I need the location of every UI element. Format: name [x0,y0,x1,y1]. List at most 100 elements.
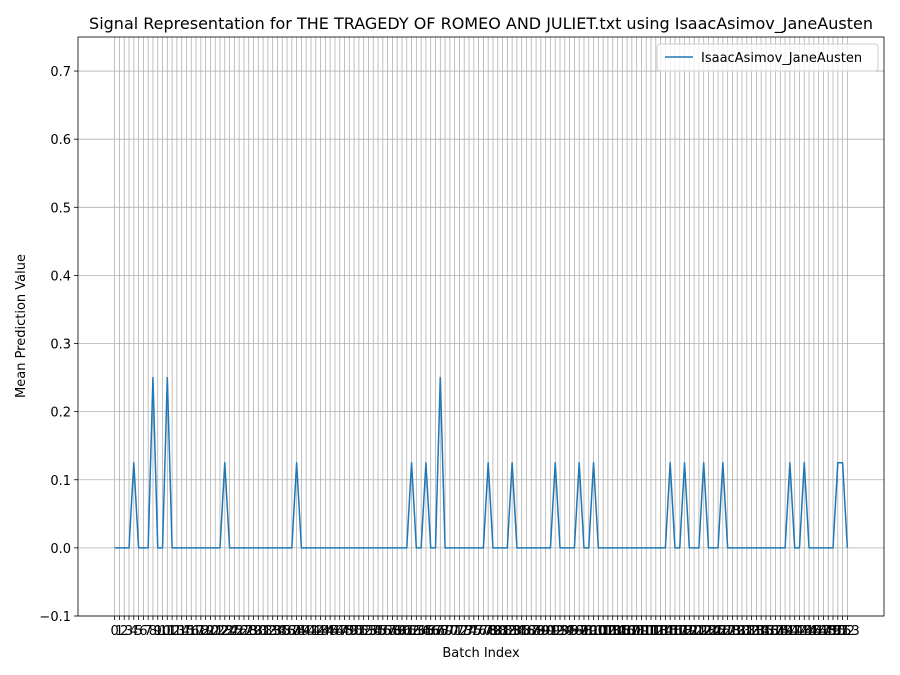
x-tick-label: 40 [298,624,315,639]
x-tick-label: 22 [212,624,229,639]
x-tick-label: 43 [312,624,329,639]
x-tick-label: 95 [561,624,578,639]
x-tick-label: 67 [427,624,444,639]
x-tick-label: 104 [600,624,625,639]
x-tick-label: 3 [125,624,133,639]
y-tick-label: 0.4 [50,269,71,284]
x-tick-label: 93 [552,624,569,639]
y-tick-label: 0.1 [50,474,71,489]
x-tick-label: 94 [557,624,574,639]
x-tick-label: 75 [466,624,483,639]
x-tick-label: 141 [777,624,802,639]
x-tick-label: 42 [308,624,325,639]
x-tick-label: 61 [398,624,415,639]
x-tick-label: 37 [284,624,301,639]
x-tick-label: 74 [461,624,478,639]
x-tick-label: 64 [413,624,430,639]
x-tick-label: 130 [725,624,750,639]
x-tick-label: 98 [576,624,593,639]
x-tick-label: 84 [509,624,526,639]
x-tick-label: 134 [744,624,769,639]
x-tick-label: 96 [566,624,583,639]
x-tick-label: 9 [154,624,162,639]
x-tick-label: 80 [489,624,506,639]
x-tick-label: 32 [260,624,277,639]
x-tick-label: 63 [408,624,425,639]
x-tick-label: 151 [825,624,850,639]
x-tick-label: 48 [336,624,353,639]
x-tick-label: 24 [221,624,238,639]
x-tick-label: 73 [456,624,473,639]
x-tick-label: 97 [571,624,588,639]
x-tick-label: 34 [269,624,286,639]
x-tick-label: 82 [499,624,516,639]
x-tick-label: 13 [169,624,186,639]
x-tick-label: 31 [255,624,272,639]
x-tick-label: 99 [580,624,597,639]
x-tick-label: 90 [537,624,554,639]
x-tick-label: 30 [250,624,267,639]
x-tick-label: 86 [518,624,535,639]
x-tick-label: 72 [451,624,468,639]
x-tick-label: 68 [432,624,449,639]
x-tick-label: 35 [274,624,291,639]
x-tick-label: 14 [173,624,190,639]
y-tick-label: −0.1 [39,610,71,625]
x-tick-label: 124 [696,624,721,639]
x-tick-label: 54 [365,624,382,639]
legend-label: IsaacAsimov_JaneAusten [701,51,862,66]
series-line [114,376,849,549]
x-tick-label: 112 [639,624,664,639]
x-tick-label: 47 [331,624,348,639]
x-tick-label: 46 [327,624,344,639]
x-tick-label: 79 [485,624,502,639]
x-tick-label: 83 [504,624,521,639]
x-tick-label: 89 [533,624,550,639]
legend-box [656,43,879,72]
y-tick-label: 0.2 [50,406,71,421]
x-tick-label: 76 [470,624,487,639]
x-tick-label: 18 [193,624,210,639]
x-tick-label: 140 [773,624,798,639]
x-tick-label: 15 [178,624,195,639]
x-tick-label: 129 [720,624,745,639]
x-tick-label: 5 [134,624,142,639]
x-tick-label: 33 [264,624,281,639]
x-tick-label: 105 [605,624,630,639]
x-tick-label: 106 [610,624,635,639]
x-tick-label: 146 [801,624,826,639]
x-tick-label: 92 [547,624,564,639]
x-tick-label: 25 [226,624,243,639]
x-tick-label: 39 [293,624,310,639]
x-tick-label: 27 [236,624,253,639]
x-tick-label: 138 [763,624,788,639]
x-tick-label: 87 [523,624,540,639]
x-tick-label: 110 [629,624,654,639]
x-tick-label: 45 [322,624,339,639]
x-tick-label: 153 [835,624,860,639]
x-tick-label: 20 [202,624,219,639]
x-tick-label: 52 [355,624,372,639]
x-tick-label: 145 [797,624,822,639]
chart-title: Signal Representation for THE TRAGEDY OF… [89,14,873,34]
x-tick-label: 125 [701,624,726,639]
x-tick-label: 29 [245,624,262,639]
x-tick-label: 113 [643,624,668,639]
x-tick-label: 2 [120,624,128,639]
x-tick-label: 49 [341,624,358,639]
x-tick-label: 119 [672,624,697,639]
x-tick-label: 127 [710,624,735,639]
x-tick-label: 91 [542,624,559,639]
x-tick-label: 11 [159,624,176,639]
x-tick-label: 59 [389,624,406,639]
x-tick-label: 53 [360,624,377,639]
x-tick-label: 69 [437,624,454,639]
x-tick-label: 19 [197,624,214,639]
x-tick-label: 28 [240,624,257,639]
x-tick-label: 139 [768,624,793,639]
x-tick-label: 131 [730,624,755,639]
y-tick-label: 0.0 [50,542,71,557]
y-tick-label: 0.6 [50,133,71,148]
